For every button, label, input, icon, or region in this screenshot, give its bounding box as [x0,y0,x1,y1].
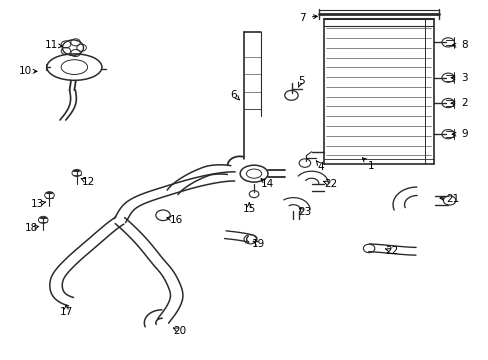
Text: 7: 7 [298,13,305,23]
Text: 5: 5 [297,76,304,86]
Text: 16: 16 [169,215,183,225]
Text: 20: 20 [173,326,186,336]
Text: 3: 3 [461,73,468,83]
Text: 23: 23 [297,207,310,217]
Text: 22: 22 [324,179,337,189]
Text: 9: 9 [461,129,468,139]
Text: 15: 15 [242,204,255,214]
Text: 10: 10 [19,66,32,76]
Text: 22: 22 [385,246,398,256]
Text: 21: 21 [446,194,459,204]
Text: 12: 12 [82,177,95,187]
Text: 8: 8 [461,40,468,50]
Text: 2: 2 [461,98,468,108]
Text: 1: 1 [367,161,374,171]
Text: 6: 6 [230,90,237,100]
Text: 19: 19 [252,239,265,249]
Text: 13: 13 [31,199,44,209]
Text: 11: 11 [45,40,59,50]
Text: 14: 14 [260,179,274,189]
Text: 4: 4 [317,162,324,172]
Text: 17: 17 [60,307,73,317]
Text: 18: 18 [24,222,38,233]
